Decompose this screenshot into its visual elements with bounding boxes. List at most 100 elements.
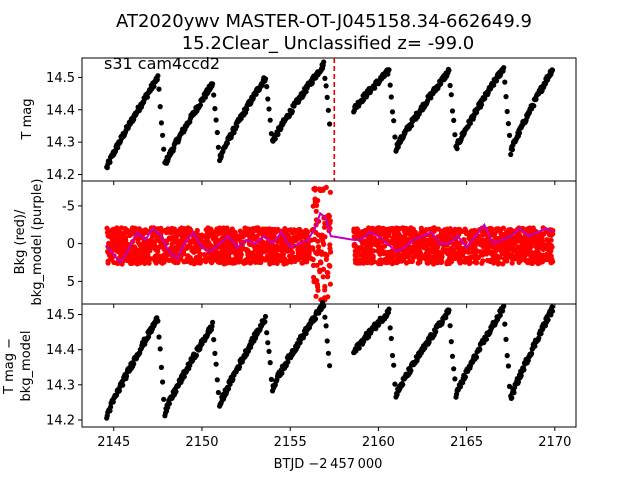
- bkg-point: [516, 247, 522, 253]
- bkg-point: [352, 248, 358, 254]
- data-point: [268, 376, 274, 382]
- bkg-point: [303, 229, 310, 235]
- data-point: [533, 96, 539, 102]
- bkg-point: [457, 244, 463, 251]
- bkg-point: [526, 245, 532, 251]
- data-point: [262, 313, 269, 320]
- bkg-point: [538, 236, 544, 242]
- bkg-point: [125, 227, 131, 234]
- bkg-point: [326, 262, 332, 268]
- bkg-point: [135, 251, 141, 257]
- bkg-point: [377, 250, 383, 256]
- data-point: [225, 386, 232, 392]
- bkg-point: [530, 251, 536, 257]
- bkg-point: [208, 226, 214, 232]
- x-tick-label: 2155: [274, 435, 307, 450]
- bkg-point: [317, 269, 323, 275]
- data-point: [433, 329, 439, 335]
- bkg-point: [431, 240, 437, 246]
- bkg-point: [448, 231, 454, 237]
- bkg-point: [149, 241, 155, 247]
- bkg-point: [203, 259, 209, 265]
- bkg-point: [242, 232, 248, 238]
- bkg-point: [365, 249, 371, 255]
- data-point: [279, 370, 285, 376]
- bkg-point: [291, 255, 297, 261]
- bkg-point: [318, 260, 324, 266]
- bkg-point: [424, 238, 431, 244]
- bkg-point: [246, 226, 252, 232]
- bkg-point: [529, 260, 535, 267]
- bkg-point: [249, 250, 255, 256]
- data-point: [545, 317, 551, 323]
- data-point: [213, 361, 219, 367]
- bkg-point: [270, 244, 276, 250]
- bkg-point: [196, 256, 202, 262]
- bkg-point: [298, 253, 304, 259]
- bkg-point: [496, 260, 502, 266]
- bkg-point: [264, 226, 271, 233]
- data-point: [236, 364, 243, 370]
- data-point: [521, 367, 527, 373]
- bkg-point: [246, 255, 252, 261]
- data-point: [394, 392, 400, 398]
- data-point: [515, 379, 522, 385]
- bkg-point: [271, 258, 278, 265]
- data-point: [389, 109, 396, 115]
- x-tick-label: 2160: [362, 435, 395, 450]
- bkg-point: [313, 293, 319, 299]
- bkg-point: [519, 239, 525, 245]
- data-point: [108, 404, 114, 410]
- bkg-point: [369, 234, 375, 241]
- y-tick-label: 14.4: [46, 103, 75, 118]
- data-point: [511, 390, 517, 396]
- data-point: [110, 399, 116, 405]
- bkg-point: [442, 231, 448, 237]
- data-point: [156, 86, 162, 92]
- bkg-point: [498, 248, 504, 254]
- data-point: [264, 84, 270, 90]
- bkg-point: [327, 220, 333, 226]
- data-point: [447, 323, 453, 329]
- bkg-point: [492, 231, 498, 237]
- bkg-point: [390, 228, 396, 234]
- bkg-point: [265, 233, 272, 239]
- data-point: [155, 73, 161, 79]
- bkg-point: [357, 258, 363, 264]
- bkg-point: [541, 241, 547, 248]
- bkg-point: [454, 240, 460, 246]
- bkg-point: [385, 233, 391, 239]
- bkg-point: [475, 254, 482, 261]
- bkg-point: [480, 242, 486, 248]
- bkg-point: [183, 258, 190, 265]
- bkg-point: [534, 251, 540, 257]
- data-point: [268, 131, 274, 137]
- sector-annotation: s31 cam4ccd2: [104, 54, 220, 73]
- data-point: [262, 76, 269, 82]
- data-point: [224, 140, 230, 146]
- bkg-point: [517, 258, 524, 264]
- data-point: [502, 79, 508, 85]
- bkg-point: [269, 252, 275, 259]
- bkg-point: [424, 260, 430, 266]
- bkg-point: [469, 232, 475, 239]
- data-point: [211, 92, 217, 98]
- bkg-point: [216, 231, 222, 237]
- bkg-point: [177, 230, 184, 236]
- bkg-point: [289, 237, 296, 243]
- data-point: [504, 108, 510, 115]
- data-point: [151, 83, 157, 89]
- bkg-point: [383, 250, 389, 256]
- bkg-point: [127, 253, 133, 259]
- data-point: [160, 379, 166, 385]
- data-point: [473, 354, 480, 360]
- bkg-point: [503, 257, 509, 263]
- bkg-point: [274, 243, 280, 249]
- data-point: [264, 330, 270, 336]
- bkg-point: [139, 247, 145, 253]
- bkg-point: [194, 227, 200, 234]
- bkg-point: [185, 243, 191, 249]
- y-tick-label: 5: [67, 275, 75, 290]
- top-y-axis-label: T mag: [20, 99, 35, 141]
